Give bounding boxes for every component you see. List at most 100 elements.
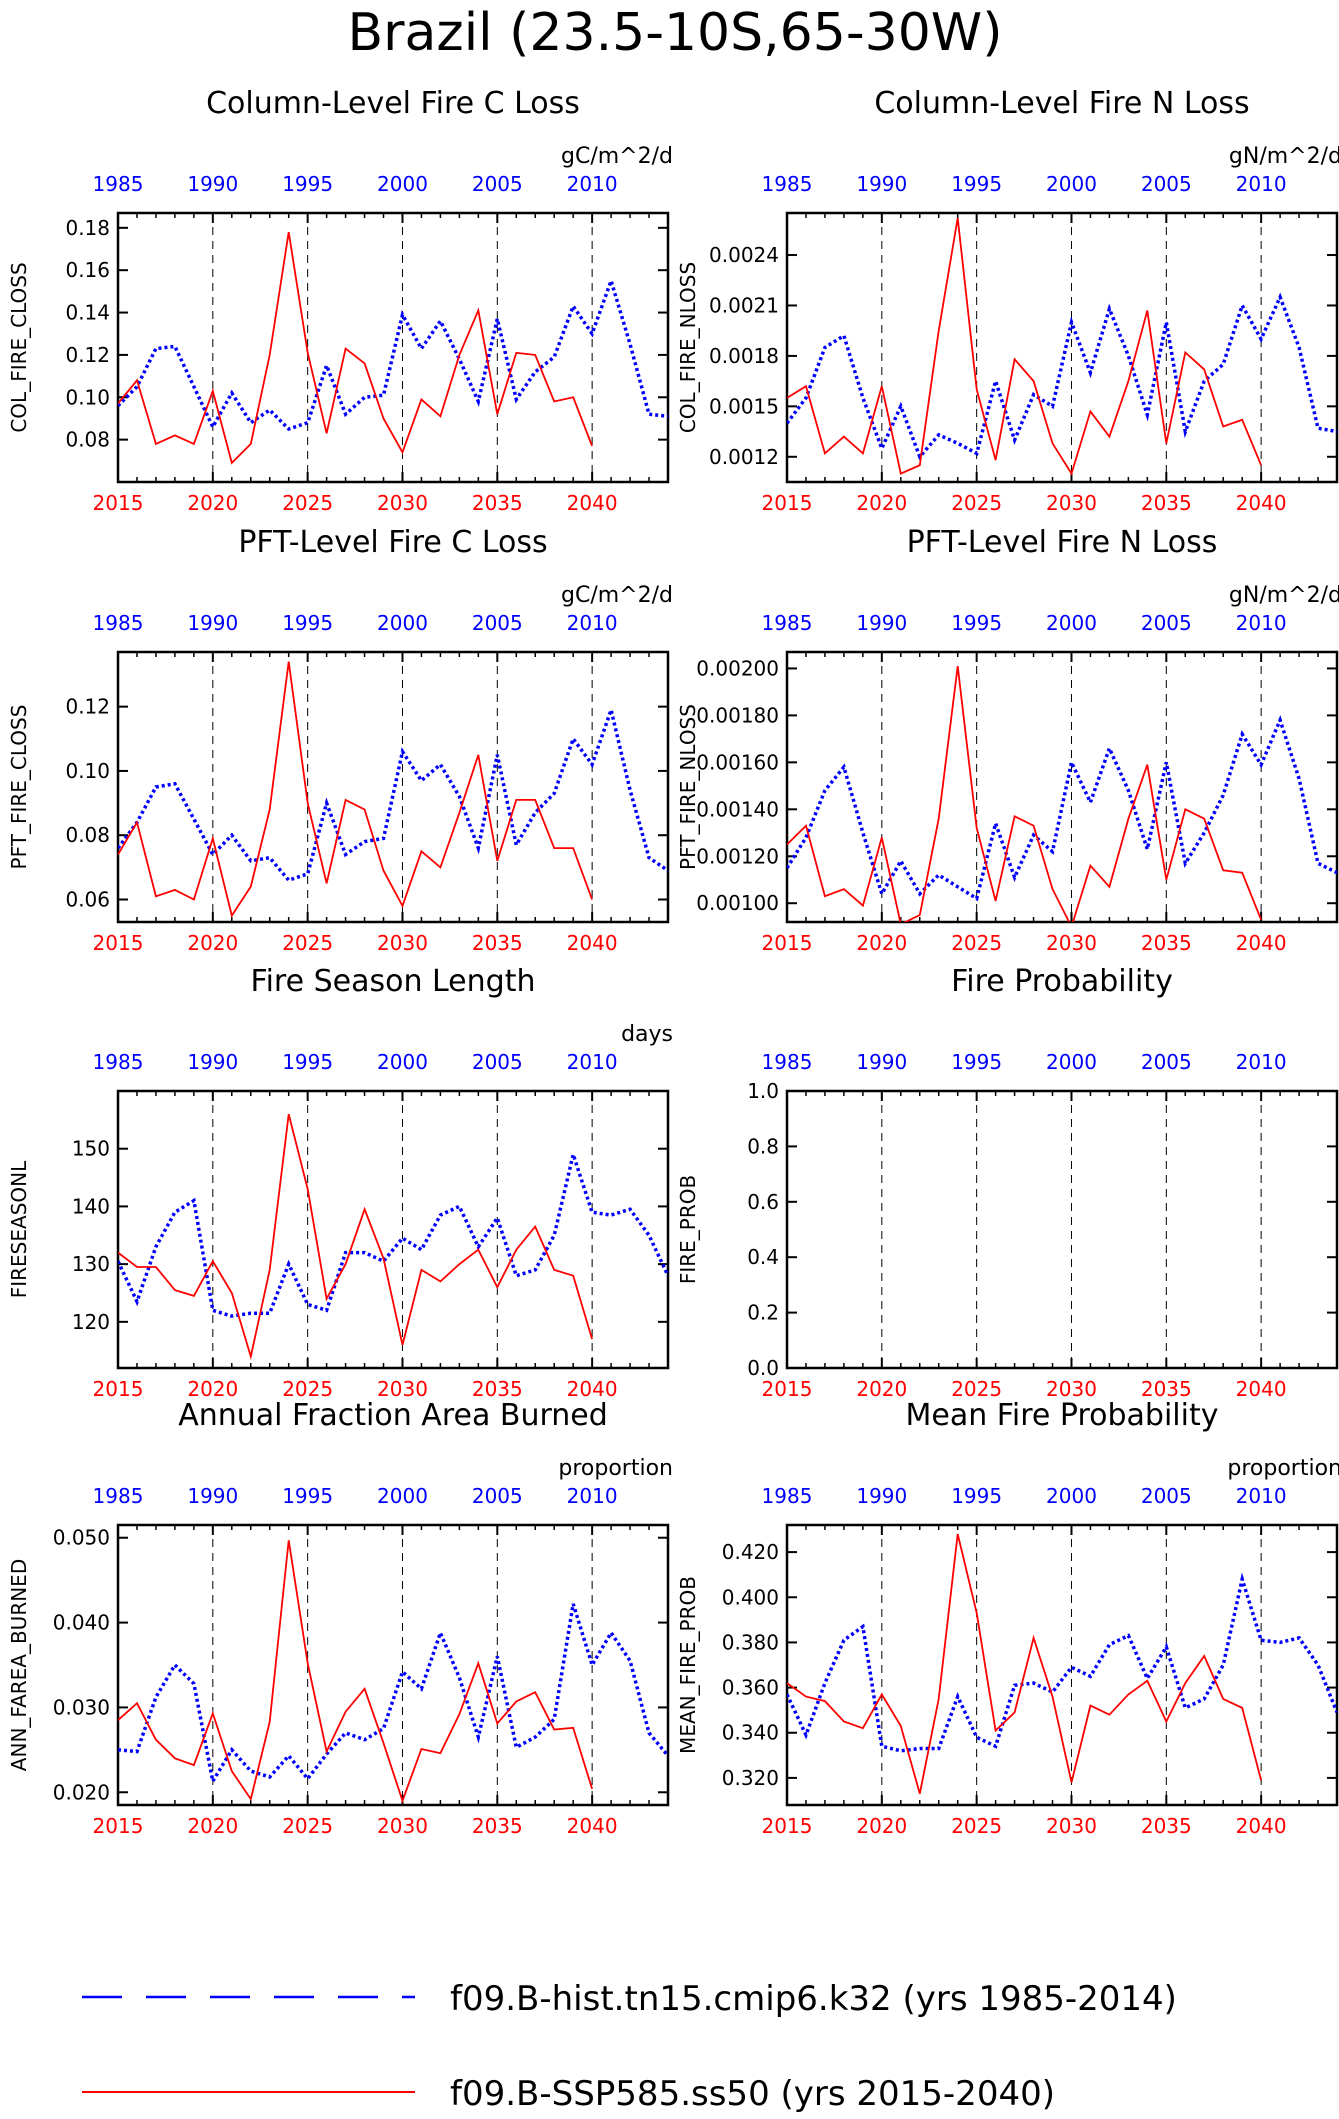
panel-title: Annual Fraction Area Burned	[178, 1398, 608, 1433]
panel-title: Column-Level Fire C Loss	[206, 86, 580, 121]
plot-frame	[785, 1523, 1339, 1807]
panel-title: Fire Probability	[951, 964, 1173, 999]
x-tick-label-bottom: 2040	[1236, 1814, 1287, 1838]
y-tick-label: 0.10	[65, 759, 110, 783]
y-tick-label: 140	[72, 1194, 110, 1218]
y-tick-label: 0.0021	[709, 293, 779, 317]
y-axis-label: MEAN_FIRE_PROB	[676, 1576, 700, 1754]
series-line-ssp	[118, 1540, 593, 1804]
x-tick-label-bottom: 2020	[187, 1814, 238, 1838]
x-tick-label-bottom: 2040	[1236, 931, 1287, 955]
x-tick-label-top: 1985	[93, 611, 144, 635]
x-tick-label-bottom: 2030	[1046, 491, 1097, 515]
panel-0: Column-Level Fire C Loss gC/m^2/d 2015 2020…	[7, 86, 673, 515]
y-axis-label: COL_FIRE_NLOSS	[676, 262, 700, 433]
x-tick-label-bottom: 2015	[93, 1377, 144, 1401]
x-tick-label-bottom: 2035	[472, 491, 523, 515]
x-tick-label-top: 2005	[472, 1050, 523, 1074]
x-tick-label-top: 2000	[377, 1050, 428, 1074]
x-tick-label-top: 2005	[472, 611, 523, 635]
y-tick-label: 0.0015	[709, 394, 779, 418]
x-tick-label-bottom: 2035	[472, 1377, 523, 1401]
x-tick-label-top: 1985	[762, 172, 813, 196]
y-tick-label: 0.030	[53, 1695, 110, 1719]
series-line-hist	[118, 703, 668, 883]
plot-frame	[116, 211, 670, 484]
y-tick-label: 0.14	[65, 301, 110, 325]
y-tick-label: 0.020	[53, 1780, 110, 1804]
y-tick-label: 0.00180	[696, 703, 779, 727]
x-tick-label-top: 2000	[377, 1484, 428, 1508]
chart-panels: Column-Level Fire C Loss gC/m^2/d 2015 2020…	[7, 86, 1339, 1838]
x-tick-label-top: 1985	[93, 172, 144, 196]
plot-frame	[116, 650, 670, 924]
y-tick-label: 130	[72, 1252, 110, 1276]
x-tick-label-bottom: 2015	[762, 1814, 813, 1838]
x-tick-label-bottom: 2025	[282, 1814, 333, 1838]
x-tick-label-top: 2010	[1236, 172, 1287, 196]
plot-frame	[785, 211, 1339, 484]
x-tick-label-bottom: 2025	[282, 491, 333, 515]
panel-6: Annual Fraction Area Burned proportion 201…	[7, 1398, 673, 1838]
x-tick-label-top: 1990	[856, 611, 907, 635]
x-tick-label-bottom: 2030	[377, 931, 428, 955]
x-tick-label-top: 1990	[187, 1050, 238, 1074]
x-tick-label-bottom: 2035	[1141, 491, 1192, 515]
series-line-hist	[787, 1572, 1337, 1753]
x-tick-label-bottom: 2020	[856, 1814, 907, 1838]
y-tick-label: 150	[72, 1137, 110, 1161]
panel-title: Mean Fire Probability	[906, 1398, 1219, 1433]
y-tick-label: 0.08	[65, 823, 110, 847]
x-tick-label-top: 1990	[187, 1484, 238, 1508]
x-tick-label-top: 2010	[567, 1050, 618, 1074]
x-tick-label-bottom: 2040	[567, 1814, 618, 1838]
x-tick-label-top: 1995	[951, 1484, 1002, 1508]
y-tick-label: 0.2	[747, 1301, 779, 1325]
x-tick-label-bottom: 2030	[377, 1377, 428, 1401]
panel-title: Column-Level Fire N Loss	[874, 86, 1249, 121]
units-label: days	[621, 1022, 673, 1047]
x-tick-label-bottom: 2015	[93, 491, 144, 515]
x-tick-label-bottom: 2020	[187, 491, 238, 515]
x-tick-label-bottom: 2020	[187, 1377, 238, 1401]
legend-label-hist: f09.B-hist.tn15.cmip6.k32 (yrs 1985-2014…	[450, 1979, 1177, 2019]
x-tick-label-top: 2000	[1046, 1484, 1097, 1508]
x-tick-label-top: 1995	[282, 611, 333, 635]
x-tick-label-bottom: 2040	[567, 1377, 618, 1401]
y-tick-label: 0.16	[65, 258, 110, 282]
series-line-ssp	[118, 231, 593, 465]
y-tick-label: 0.320	[722, 1766, 779, 1790]
series-line-ssp	[787, 665, 1262, 922]
y-tick-label: 0.00160	[696, 750, 779, 774]
x-tick-label-top: 1990	[856, 172, 907, 196]
y-tick-label: 0.12	[65, 343, 110, 367]
x-tick-label-top: 1985	[762, 1050, 813, 1074]
y-tick-label: 0.12	[65, 695, 110, 719]
y-tick-label: 0.8	[747, 1134, 779, 1158]
y-tick-label: 0.00100	[696, 891, 779, 915]
plot-frame	[116, 1523, 670, 1807]
x-tick-label-bottom: 2025	[951, 1377, 1002, 1401]
x-tick-label-top: 2010	[567, 611, 618, 635]
x-tick-label-bottom: 2015	[762, 931, 813, 955]
series-line-ssp	[118, 661, 593, 918]
x-tick-label-bottom: 2025	[951, 1814, 1002, 1838]
y-axis-label: COL_FIRE_CLOSS	[7, 262, 31, 432]
y-tick-label: 0.0018	[709, 344, 779, 368]
x-tick-label-bottom: 2020	[856, 491, 907, 515]
page-title: Brazil (23.5-10S,65-30W)	[348, 3, 1003, 63]
x-tick-label-top: 1985	[93, 1484, 144, 1508]
x-tick-label-bottom: 2025	[951, 931, 1002, 955]
y-tick-label: 1.0	[747, 1079, 779, 1103]
x-tick-label-bottom: 2025	[282, 1377, 333, 1401]
y-tick-label: 0.420	[722, 1540, 779, 1564]
x-tick-label-bottom: 2015	[762, 1377, 813, 1401]
x-tick-label-bottom: 2040	[567, 491, 618, 515]
x-tick-label-top: 1995	[282, 172, 333, 196]
x-tick-label-top: 2000	[1046, 172, 1097, 196]
y-tick-label: 0.6	[747, 1190, 779, 1214]
units-label: gN/m^2/d	[1229, 583, 1339, 608]
panel-7: Mean Fire Probability proportion 2015 2020 2…	[676, 1398, 1339, 1838]
x-tick-label-bottom: 2015	[762, 491, 813, 515]
x-tick-label-bottom: 2015	[93, 1814, 144, 1838]
